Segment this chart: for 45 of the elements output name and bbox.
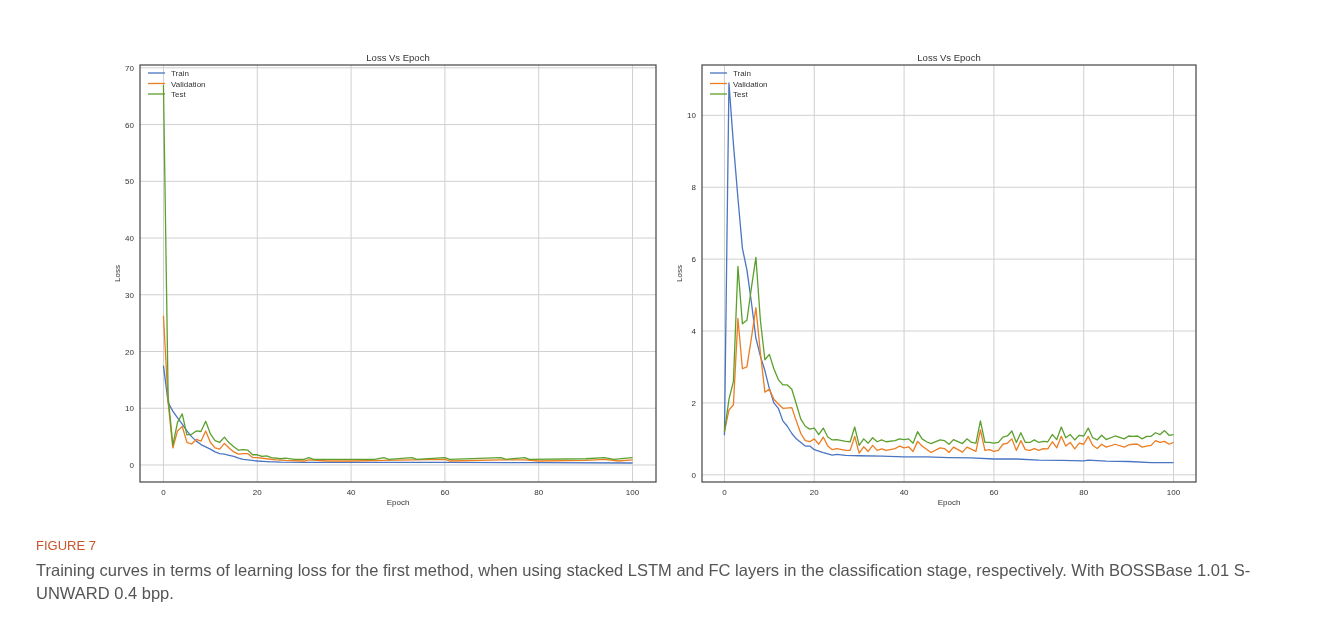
y-tick-label: 2 bbox=[691, 398, 697, 408]
x-tick-label: 0 bbox=[161, 488, 167, 497]
line-series bbox=[723, 82, 1175, 464]
x-tick-label: 100 bbox=[625, 488, 640, 497]
x-axis-title: Epoch bbox=[937, 498, 961, 507]
line-series bbox=[723, 307, 1175, 454]
y-tick-label: 60 bbox=[125, 120, 135, 130]
line-series bbox=[162, 365, 634, 464]
x-tick-label: 20 bbox=[252, 488, 263, 497]
x-tick-label: 80 bbox=[534, 488, 544, 497]
y-axis-title: Loss bbox=[675, 265, 684, 282]
x-tick-label: 0 bbox=[722, 488, 728, 497]
y-tick-label: 6 bbox=[691, 255, 697, 265]
legend-label: Validation bbox=[171, 79, 206, 89]
legend-label: Validation bbox=[733, 79, 768, 89]
y-tick-label: 40 bbox=[125, 234, 135, 244]
line-series bbox=[162, 315, 634, 462]
y-tick-label: 0 bbox=[129, 460, 135, 470]
y-tick-label: 70 bbox=[125, 63, 135, 73]
y-tick-label: 4 bbox=[691, 327, 697, 337]
x-tick-label: 40 bbox=[346, 488, 357, 497]
y-tick-label: 8 bbox=[691, 183, 697, 193]
line-series bbox=[723, 256, 1175, 446]
x-tick-label: 40 bbox=[899, 488, 910, 497]
x-tick-label: 20 bbox=[809, 488, 820, 497]
x-tick-label: 60 bbox=[989, 488, 999, 497]
y-tick-label: 50 bbox=[125, 177, 135, 187]
text: Training curves in terms of learning loss for the first method, when using stacked LSTM and FC layers in the classification stage, respectively. With BOSSBase 1.01 S-UNWARD 0.4 bpp. bbox=[36, 560, 1252, 604]
y-tick-label: 10 bbox=[687, 111, 697, 121]
caption: FIGURE 7 bbox=[36, 538, 97, 553]
x-tick-label: 100 bbox=[1166, 488, 1181, 497]
legend-label: Train bbox=[171, 69, 189, 78]
legend-label: Train bbox=[733, 69, 751, 78]
legend-label: Test bbox=[733, 90, 749, 99]
y-tick-label: 10 bbox=[125, 404, 135, 414]
y-tick-label: 20 bbox=[125, 347, 135, 357]
x-tick-label: 60 bbox=[440, 488, 450, 497]
x-tick-label: 80 bbox=[1079, 488, 1089, 497]
x-axis-title: Epoch bbox=[386, 498, 410, 507]
y-axis-title: Loss bbox=[113, 265, 122, 282]
legend-label: Test bbox=[171, 90, 187, 99]
y-tick-label: 0 bbox=[691, 470, 697, 480]
chart-title: Loss Vs Epoch bbox=[366, 52, 430, 63]
y-tick-label: 30 bbox=[125, 290, 135, 300]
chart-title: Loss Vs Epoch bbox=[917, 52, 981, 63]
